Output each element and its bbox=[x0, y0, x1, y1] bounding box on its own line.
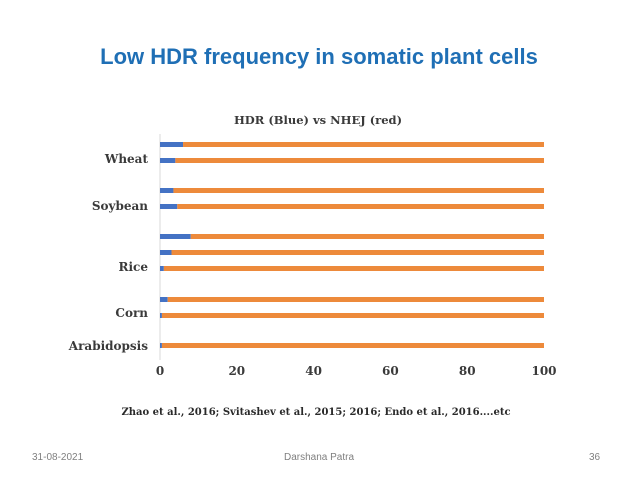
bar-nhej-corn bbox=[161, 313, 545, 318]
bar-nhej-rice bbox=[171, 250, 544, 255]
footer-date: 31-08-2021 bbox=[32, 452, 84, 463]
bar-hdr-corn bbox=[160, 297, 168, 302]
x-tick-label: 40 bbox=[305, 364, 322, 378]
slide-title: Low HDR frequency in somatic plant cells bbox=[100, 44, 538, 69]
x-tick-label: 60 bbox=[382, 364, 399, 378]
bar-hdr-rice bbox=[160, 250, 172, 255]
x-tick-label: 0 bbox=[156, 364, 164, 378]
bar-nhej-wheat bbox=[183, 142, 544, 147]
x-tick-label: 100 bbox=[531, 364, 556, 378]
bar-nhej-rice bbox=[190, 234, 544, 239]
footer-page-number: 36 bbox=[589, 452, 601, 463]
bar-nhej-soybean bbox=[177, 204, 544, 209]
bar-hdr-corn bbox=[160, 313, 162, 318]
category-label: Corn bbox=[115, 306, 148, 320]
x-tick-label: 20 bbox=[228, 364, 245, 378]
category-label: Soybean bbox=[92, 199, 148, 213]
category-label: Wheat bbox=[104, 152, 149, 166]
category-label: Rice bbox=[119, 260, 149, 274]
bar-hdr-wheat bbox=[160, 142, 184, 147]
bar-nhej-corn bbox=[167, 297, 544, 302]
bar-hdr-soybean bbox=[160, 188, 174, 193]
hdr-vs-nhej-chart: HDR (Blue) vs NHEJ (red) Wheat Soybean Rice… bbox=[68, 113, 557, 418]
chart-title: HDR (Blue) vs NHEJ (red) bbox=[234, 113, 402, 127]
bar-hdr-rice bbox=[160, 266, 164, 271]
footer-author: Darshana Patra bbox=[283, 452, 355, 463]
chart-caption: Zhao et al., 2016; Svitashev et al., 201… bbox=[121, 407, 510, 418]
bar-nhej-arabidopsis bbox=[161, 343, 545, 348]
bar-hdr-rice bbox=[160, 234, 191, 239]
category-label: Arabidopsis bbox=[68, 339, 148, 353]
chart-figure: HDR (Blue) vs NHEJ (red) Wheat Soybean Rice… bbox=[68, 102, 568, 427]
bar-nhej-soybean bbox=[173, 188, 544, 193]
x-tick-label: 80 bbox=[459, 364, 476, 378]
bar-hdr-soybean bbox=[160, 204, 178, 209]
bar-nhej-rice bbox=[163, 266, 544, 271]
bar-nhej-wheat bbox=[175, 158, 545, 163]
bar-hdr-wheat bbox=[160, 158, 176, 163]
bar-hdr-arabidopsis bbox=[160, 343, 162, 348]
